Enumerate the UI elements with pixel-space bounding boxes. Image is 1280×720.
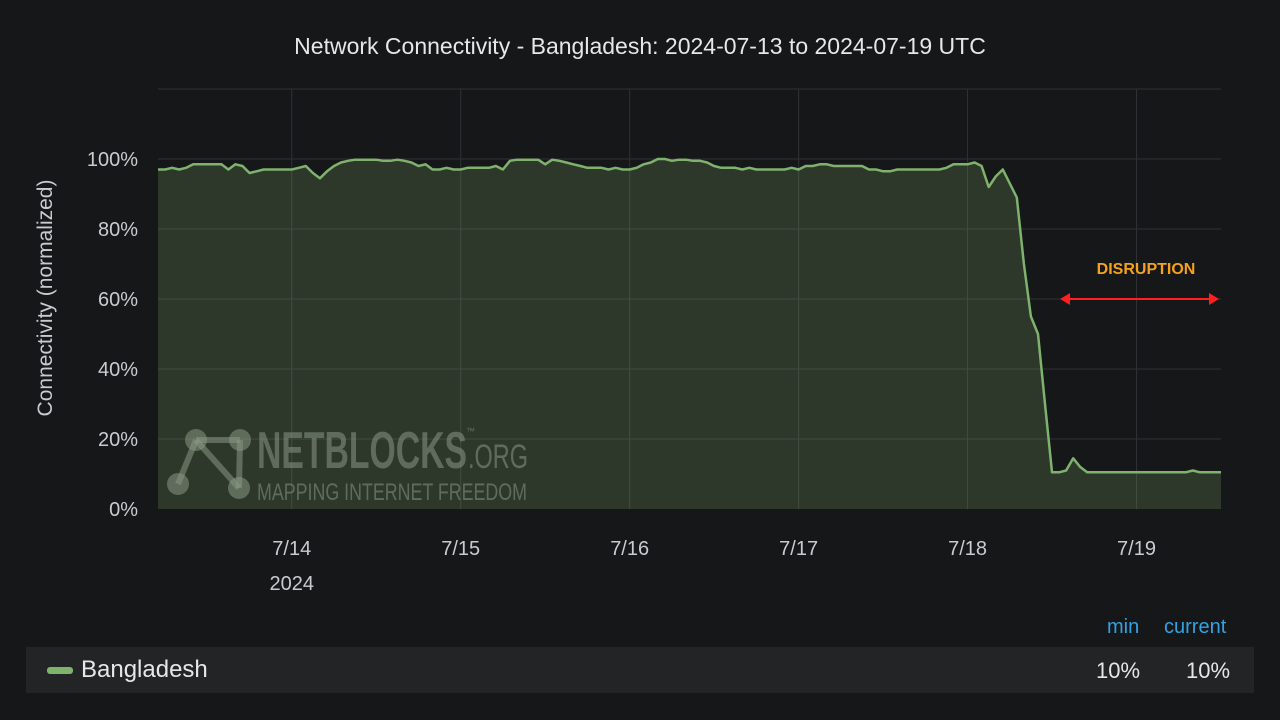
- x-tick-label: 7/18: [948, 538, 987, 560]
- chart-canvas: Network Connectivity - Bangladesh: 2024-…: [34, 33, 1221, 595]
- arrowhead-left-icon: [1060, 293, 1071, 305]
- x-tick-label: 7/17: [779, 538, 818, 560]
- legend-current-header[interactable]: current: [1164, 616, 1227, 638]
- arrowhead-right-icon: [1209, 293, 1219, 305]
- netblocks-watermark: NETBLOCKS .ORG ™ MAPPING INTERNET FREEDO…: [167, 422, 528, 506]
- netblocks-logo-icon: [167, 429, 251, 499]
- x-tick-sublabel: 2024: [270, 573, 315, 595]
- watermark-title: NETBLOCKS: [257, 422, 467, 480]
- watermark-subtitle: MAPPING INTERNET FREEDOM: [257, 479, 527, 506]
- series-color-swatch: [47, 667, 73, 674]
- y-tick-label: 40%: [98, 359, 138, 381]
- legend-series-name[interactable]: Bangladesh: [81, 656, 208, 683]
- y-tick-label: 80%: [98, 219, 138, 241]
- watermark-org: .ORG: [468, 438, 528, 476]
- y-tick-label: 0%: [109, 499, 138, 521]
- legend-current-value: 10%: [1186, 658, 1231, 683]
- y-tick-label: 60%: [98, 289, 138, 311]
- disruption-annotation: DISRUPTION: [1060, 261, 1219, 305]
- x-tick-label: 7/15: [441, 538, 480, 560]
- chart-title: Network Connectivity - Bangladesh: 2024-…: [294, 33, 986, 59]
- y-tick-label: 100%: [87, 149, 138, 171]
- legend-row[interactable]: Bangladesh 10% 10%: [26, 647, 1254, 693]
- watermark-tm: ™: [466, 426, 475, 436]
- x-tick-label: 7/16: [610, 538, 649, 560]
- y-axis-label: Connectivity (normalized): [34, 180, 57, 417]
- series-line[interactable]: [158, 157, 1221, 474]
- disruption-label: DISRUPTION: [1097, 261, 1196, 278]
- x-tick-label: 7/14: [272, 538, 311, 560]
- y-tick-label: 20%: [98, 429, 138, 451]
- legend-min-value: 10%: [1096, 658, 1141, 683]
- x-tick-label: 7/19: [1117, 538, 1156, 560]
- series-area-fill: [158, 159, 1221, 509]
- legend-header: min current: [26, 616, 1254, 644]
- legend-min-header[interactable]: min: [1107, 616, 1140, 638]
- axis-labels: 0% 20% 40% 60% 80% 100% 7/14 2024 7/15 7/16 7/17 7/…: [87, 149, 1156, 595]
- series-area: [158, 157, 1221, 509]
